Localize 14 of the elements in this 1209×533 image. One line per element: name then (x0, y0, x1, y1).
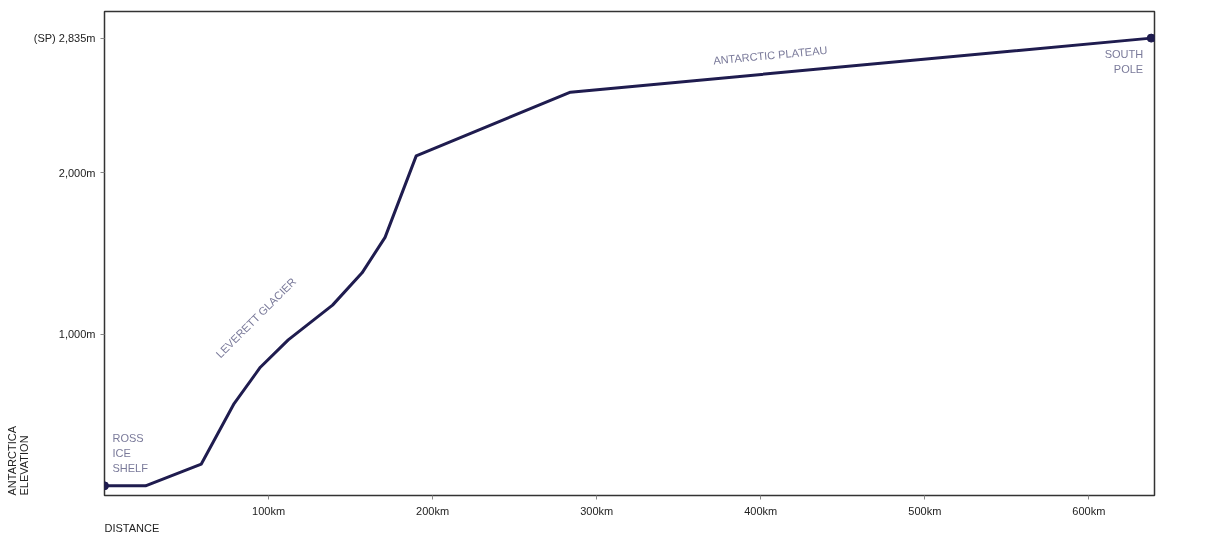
y-tick-label: 1,000m (58, 328, 96, 341)
y-axis-title: ANTARCTICA ELEVATION (5, 425, 30, 496)
x-tick-label: 300km (580, 504, 614, 517)
y-tick-label: (SP) 2,835m (33, 32, 96, 45)
x-tick-label: 400km (744, 504, 778, 517)
x-tick-label: 500km (908, 504, 942, 517)
y-tick-label: 2,000m (58, 166, 96, 179)
x-tick-label: 100km (252, 504, 286, 517)
x-axis-title: DISTANCE (104, 521, 160, 533)
annotation: ANTARCTIC PLATEAU (712, 43, 828, 67)
annotation: ROSS ICE SHELF (112, 431, 149, 474)
x-tick-label: 200km (416, 504, 450, 517)
annotation: SOUTH POLE (1104, 48, 1144, 76)
x-tick-label: 600km (1072, 504, 1106, 517)
